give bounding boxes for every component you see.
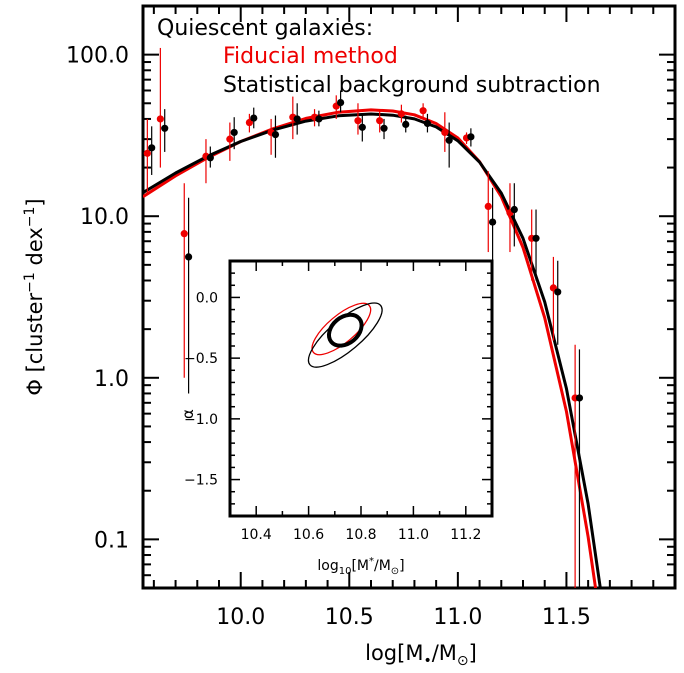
- fit-curves: [143, 108, 602, 588]
- inset-y-tick-label: −0.5: [184, 351, 218, 367]
- main-plot-frame: [141, 4, 677, 590]
- data-point-statistical: [206, 154, 214, 162]
- data-point-fiducial: [397, 110, 405, 118]
- data-point-statistical: [554, 288, 562, 296]
- data-point-statistical: [445, 136, 453, 144]
- x-axis-label: log[M•/M⊙]: [365, 641, 477, 669]
- data-point-statistical: [250, 114, 258, 122]
- data-point-statistical: [337, 98, 345, 107]
- data-point-statistical: [271, 130, 280, 139]
- x-tick-label: 11.5: [542, 605, 591, 630]
- x-tick-label: 11.0: [433, 605, 482, 630]
- x-tick-label: 10.0: [216, 605, 265, 630]
- data-point-statistical: [358, 123, 366, 131]
- data-point-fiducial: [143, 149, 151, 157]
- inset-contour-fiducial: [311, 302, 372, 356]
- data-point-statistical: [489, 218, 497, 226]
- data-point-statistical: [161, 124, 169, 132]
- y-tick-label: 1.0: [94, 367, 129, 392]
- inset-contours: [307, 302, 383, 368]
- inset-y-axis-label: α: [179, 409, 197, 419]
- data-point-fiducial: [156, 115, 164, 123]
- data-point-statistical: [293, 115, 301, 123]
- inset-x-tick-label: 10.8: [345, 527, 376, 543]
- y-tick-label: 10.0: [80, 205, 129, 230]
- inset-y-tick-label: 0.0: [196, 290, 218, 306]
- inset-y-tick-label: −1.5: [184, 473, 218, 489]
- data-point-statistical: [575, 394, 584, 402]
- data-point-fiducial: [484, 202, 492, 211]
- inset-x-tick-label: 10.6: [293, 527, 324, 543]
- legend-title: Quiescent galaxies:: [157, 16, 373, 41]
- inset-background: [230, 261, 492, 516]
- inset-x-tick-label: 11.2: [450, 527, 481, 543]
- data-point-statistical: [148, 144, 156, 152]
- data-point-statistical: [230, 128, 238, 137]
- data-point-statistical: [467, 133, 475, 141]
- inset-contour-statistical: [326, 312, 364, 348]
- y-tick-label: 0.1: [94, 528, 129, 553]
- data-points: [143, 47, 584, 588]
- inset-x-axis-label: log10[M*/M⊙]: [317, 556, 404, 577]
- fit-curve-statistical: [143, 112, 602, 588]
- data-point-statistical: [315, 115, 323, 123]
- data-point-fiducial: [441, 128, 449, 137]
- legend: Quiescent galaxies: Fiducial method Stat…: [157, 16, 601, 98]
- inset-axis-ticks: 10.4 10.6 10.8 11.0 11.2 0.0 −0.5 −1.0 −1.5: [184, 261, 492, 543]
- inset-x-tick-label: 11.0: [398, 527, 429, 543]
- data-point-fiducial: [354, 117, 362, 125]
- data-point-fiducial: [226, 135, 234, 143]
- data-point-fiducial: [419, 107, 427, 115]
- data-point-fiducial: [245, 118, 253, 127]
- main-axis-ticks: 10.0 10.5 11.0 11.5 0.1 1.0 10.0 100.0: [66, 5, 675, 630]
- inset-contour-statistical: [307, 302, 383, 368]
- data-point-fiducial: [376, 117, 384, 125]
- x-tick-label: 10.5: [325, 605, 374, 630]
- data-point-statistical: [423, 119, 432, 128]
- data-point-statistical: [185, 253, 193, 261]
- data-point-statistical: [510, 205, 518, 214]
- y-tick-label: 100.0: [66, 44, 129, 69]
- data-point-statistical: [380, 124, 388, 132]
- inset-y-tick-label: −1.0: [184, 412, 218, 428]
- y-axis-label: Φ [cluster−1 dex−1]: [22, 198, 47, 395]
- data-point-statistical: [532, 234, 540, 242]
- data-point-statistical: [402, 120, 410, 129]
- data-point-fiducial: [180, 230, 188, 238]
- legend-entry-fiducial: Fiducial method: [223, 44, 398, 69]
- legend-entry-statistical: Statistical background subtraction: [223, 73, 601, 98]
- inset-x-tick-label: 10.4: [241, 527, 272, 543]
